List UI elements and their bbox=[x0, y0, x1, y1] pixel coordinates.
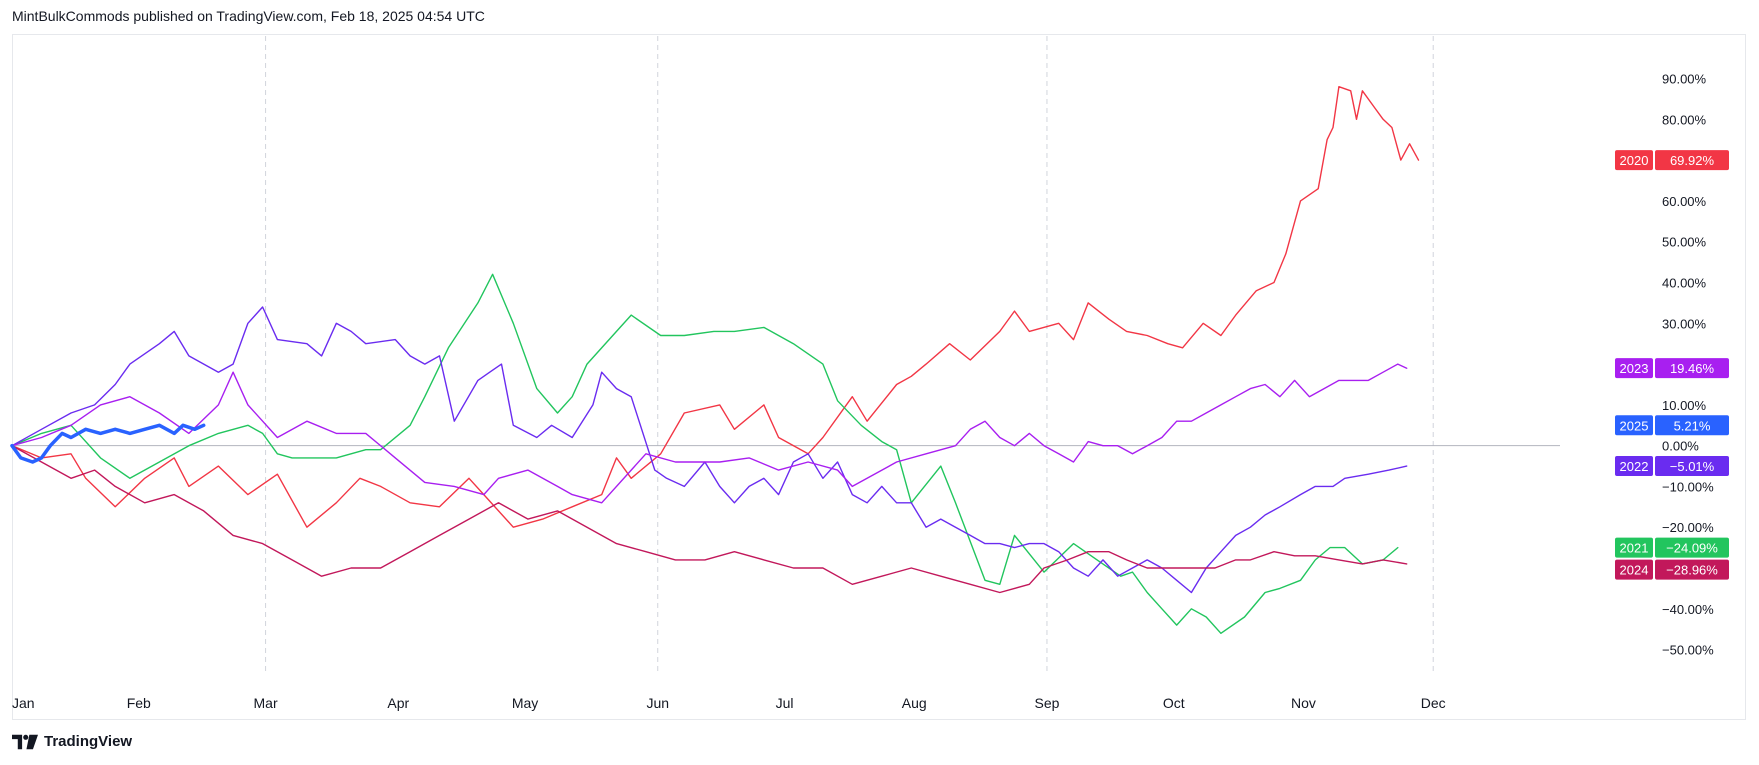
badge-value-2022: −5.01% bbox=[1670, 459, 1715, 474]
x-tick-label-apr: Apr bbox=[387, 695, 409, 711]
series-last-value-labels: 2020 69.92%2023 19.46%2025 5.21%2022 −5.01%2… bbox=[1615, 150, 1729, 580]
y-tick-label: −20.00% bbox=[1662, 520, 1714, 535]
y-tick-label: 80.00% bbox=[1662, 112, 1707, 127]
x-tick-label-feb: Feb bbox=[127, 695, 151, 711]
y-tick-label: −10.00% bbox=[1662, 479, 1714, 494]
last-value-badge-2025: 2025 5.21% bbox=[1615, 415, 1729, 436]
month-divider-lines bbox=[265, 36, 1434, 672]
series-line-2020[interactable] bbox=[11, 86, 1420, 528]
badge-value-2020: 69.92% bbox=[1670, 153, 1715, 168]
plot-frame bbox=[12, 34, 1746, 720]
badge-value-2024: −28.96% bbox=[1666, 563, 1718, 578]
y-tick-label: 60.00% bbox=[1662, 194, 1707, 209]
badge-value-2023: 19.46% bbox=[1670, 361, 1715, 376]
badge-year-2022: 2022 bbox=[1620, 459, 1649, 474]
last-value-badge-2020: 2020 69.92% bbox=[1615, 150, 1729, 171]
last-value-badge-2022: 2022 −5.01% bbox=[1615, 456, 1729, 477]
y-tick-label: 30.00% bbox=[1662, 316, 1707, 331]
last-value-badge-2023: 2023 19.46% bbox=[1615, 358, 1729, 379]
series-line-2022[interactable] bbox=[11, 306, 1408, 594]
x-axis-ticks: Jan Feb Mar Apr May Jun Jul Aug Sep Oct Nov Dec bbox=[12, 695, 1446, 711]
x-tick-label-jun: Jun bbox=[646, 695, 669, 711]
x-tick-label-aug: Aug bbox=[902, 695, 927, 711]
series-line-2025[interactable] bbox=[10, 423, 206, 464]
x-tick-label-mar: Mar bbox=[254, 695, 278, 711]
badge-value-2021: −24.09% bbox=[1666, 541, 1718, 556]
x-tick-label-jul: Jul bbox=[776, 695, 794, 711]
publisher-header: MintBulkCommods published on TradingView… bbox=[12, 8, 485, 24]
tradingview-brand-text: TradingView bbox=[44, 733, 133, 750]
x-tick-label-jan: Jan bbox=[12, 695, 35, 711]
y-tick-label: 40.00% bbox=[1662, 276, 1707, 291]
y-tick-label: 90.00% bbox=[1662, 72, 1707, 87]
badge-year-2021: 2021 bbox=[1620, 541, 1649, 556]
series-line-2023[interactable] bbox=[11, 363, 1408, 504]
y-tick-label: 50.00% bbox=[1662, 235, 1707, 250]
badge-value-2025: 5.21% bbox=[1674, 418, 1711, 433]
y-tick-label: 10.00% bbox=[1662, 398, 1707, 413]
tradingview-logo-icon bbox=[12, 734, 38, 749]
series-line-2021[interactable] bbox=[11, 273, 1399, 634]
x-tick-label-oct: Oct bbox=[1163, 695, 1185, 711]
x-tick-label-may: May bbox=[512, 695, 538, 711]
tradingview-footer[interactable]: TradingView bbox=[12, 733, 132, 750]
y-axis-ticks: 90.00% 80.00% 60.00% 50.00% 40.00% 30.00% 10.0… bbox=[1662, 72, 1714, 658]
badge-year-2024: 2024 bbox=[1620, 563, 1649, 578]
series-line-2024[interactable] bbox=[11, 445, 1408, 594]
last-value-badge-2024: 2024 −28.96% bbox=[1615, 559, 1729, 580]
y-tick-label: −50.00% bbox=[1662, 643, 1714, 658]
y-tick-label: 0.00% bbox=[1662, 439, 1699, 454]
last-value-badge-2021: 2021 −24.09% bbox=[1615, 537, 1729, 558]
x-tick-label-dec: Dec bbox=[1421, 695, 1446, 711]
x-tick-label-sep: Sep bbox=[1034, 695, 1059, 711]
badge-year-2025: 2025 bbox=[1620, 418, 1649, 433]
x-tick-label-nov: Nov bbox=[1291, 695, 1316, 711]
series-lines[interactable] bbox=[10, 86, 1420, 634]
badge-year-2020: 2020 bbox=[1620, 153, 1649, 168]
y-tick-label: −40.00% bbox=[1662, 602, 1714, 617]
badge-year-2023: 2023 bbox=[1620, 361, 1649, 376]
